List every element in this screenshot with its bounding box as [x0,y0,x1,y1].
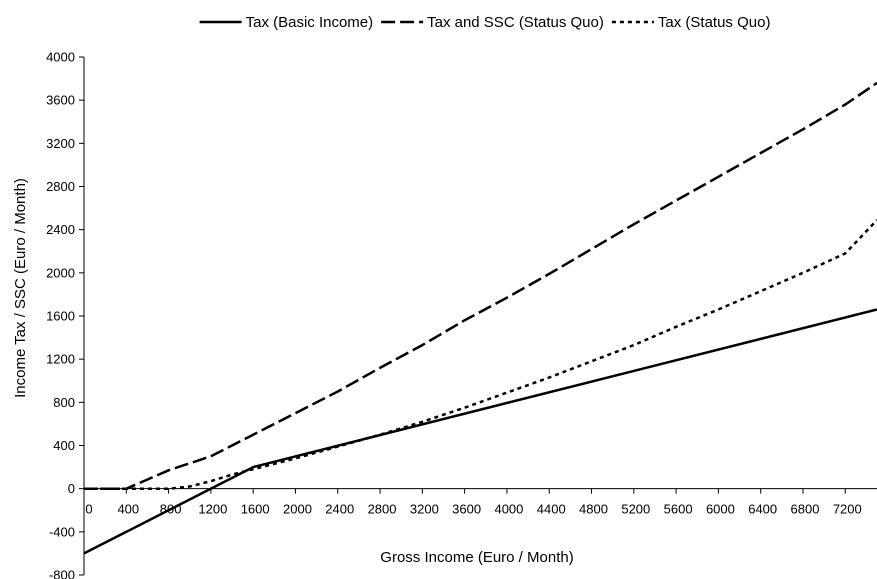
y-axis: -800 -400 0 400 800 1200 1600 2000 2400 2800 3200 3… [46,50,85,579]
x-tick-label: 6400 [748,502,777,517]
x-axis-title: Gross Income (Euro / Month) [380,549,573,566]
legend-item: Tax (Status Quo) [611,14,771,31]
x-tick-label: 400 [117,502,139,517]
x-tick-label: 6800 [791,502,820,517]
x-tick-label: 4000 [494,502,523,517]
y-tick-label: -800 [49,568,75,579]
y-tick-label: 2000 [46,265,75,280]
series-line-dotted [84,219,877,490]
x-tick-label: 3200 [410,502,439,517]
y-tick-label: 800 [53,395,75,410]
x-tick-label: 4800 [579,502,608,517]
x-tick-label: 1200 [198,502,227,517]
y-axis-title: Income Tax / SSC (Euro / Month) [12,178,29,398]
legend-label: Tax (Basic Income) [246,14,374,31]
y-tick-label: 0 [68,481,75,496]
legend-label: Tax (Status Quo) [658,14,771,31]
y-tick-label: 3200 [46,136,75,151]
legend-item: Tax and SSC (Status Quo) [381,14,604,31]
y-tick-label: 3600 [46,93,75,108]
y-tick-label: 2800 [46,179,75,194]
y-tick-label: 400 [53,438,75,453]
x-tick-label: 4400 [537,502,566,517]
legend-item: Tax (Basic Income) [199,14,374,31]
x-tick-label: 5200 [621,502,650,517]
series-line-dashed [84,81,877,490]
x-tick-label: 0 [85,502,92,517]
y-tick-label: 1600 [46,309,75,324]
x-tick-label: 7200 [833,502,862,517]
x-tick-label: 2800 [368,502,397,517]
x-tick-label: 5600 [664,502,693,517]
legend: Tax (Basic Income) Tax and SSC (Status Qu… [199,14,771,31]
x-tick-label: 3600 [452,502,481,517]
x-tick-label: 2400 [325,502,354,517]
x-tick-label: 1600 [241,502,270,517]
y-tick-label: -400 [49,524,75,539]
y-tick-label: 1200 [46,352,75,367]
series-layer [83,81,877,555]
legend-label: Tax and SSC (Status Quo) [427,14,604,31]
y-tick-label: 4000 [46,50,75,65]
x-tick-label: 6000 [706,502,735,517]
x-tick-label: 2000 [283,502,312,517]
series-line-solid [83,308,877,555]
y-tick-label: 2400 [46,222,75,237]
